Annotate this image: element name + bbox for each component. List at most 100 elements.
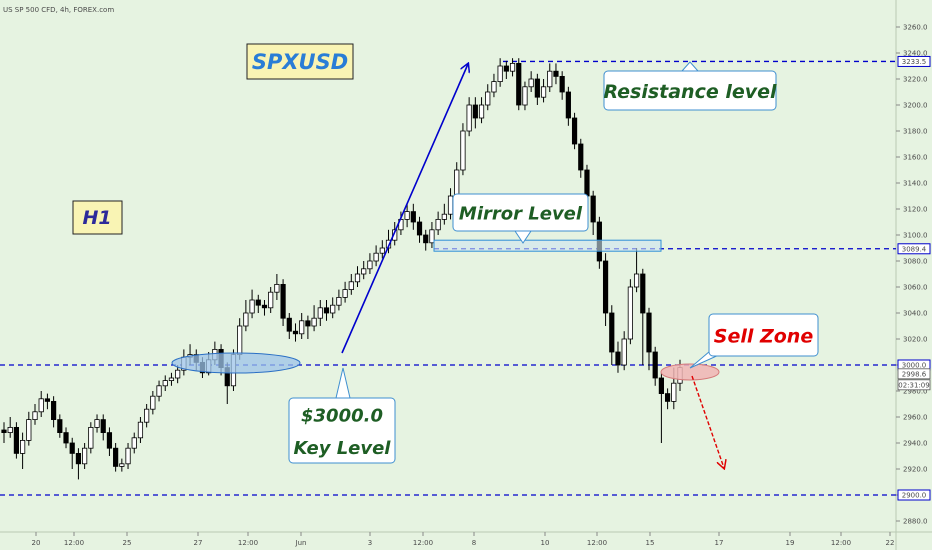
candle-body (367, 260, 373, 270)
candle-body (261, 304, 268, 309)
candle-body (528, 78, 534, 88)
candle-body (491, 81, 497, 93)
y-tick-label: 3040.0 (903, 310, 928, 318)
y-tick-label: 2980.0 (903, 388, 928, 396)
y-tick-label: 2940.0 (903, 440, 928, 448)
title-box (246, 43, 354, 80)
candle-body (51, 400, 57, 420)
candle-body (503, 65, 509, 72)
key-level-callout-box (288, 397, 396, 464)
y-tick-label: 3180.0 (903, 128, 928, 136)
mirror-callout-text: Mirror Level (459, 204, 583, 225)
candle-body (249, 299, 255, 314)
x-tick-label: 15 (646, 539, 655, 547)
candle-body (441, 213, 447, 220)
candle-body (280, 283, 286, 319)
candle-body (311, 317, 317, 327)
y-tick-label: 3100.0 (903, 232, 928, 240)
y-tick-label: 2960.0 (903, 414, 928, 422)
candle-body (243, 312, 249, 327)
candle-body (88, 426, 94, 449)
candle-body (268, 291, 274, 309)
x-tick-label: 8 (472, 539, 476, 547)
key-level-ellipse (171, 352, 301, 374)
candle-body (404, 211, 410, 220)
candle-body (26, 419, 32, 441)
candle-body (590, 195, 596, 223)
title-text: SPXUSD (252, 50, 348, 74)
x-tick-label: 22 (886, 539, 895, 547)
candle-body (106, 432, 113, 449)
candle-body (69, 442, 75, 454)
y-tick-label: 3020.0 (903, 336, 928, 344)
candle-body (82, 447, 88, 465)
price-tag-label: 2998.6 (902, 370, 927, 378)
candle-body (361, 268, 367, 275)
candle-body (410, 211, 416, 223)
candle-body (237, 325, 243, 356)
candle-body (131, 437, 137, 449)
y-tick-label: 2920.0 (903, 466, 928, 474)
candle-body (485, 91, 491, 106)
level-tag (897, 489, 931, 501)
candle-body (75, 452, 82, 465)
y-tick-label: 3120.0 (903, 206, 928, 214)
y-tick-label: 3200.0 (903, 102, 928, 110)
x-tick-label: 3 (368, 539, 372, 547)
x-tick-label: 12:00 (413, 539, 433, 547)
key-level-callout-text: Key Level (294, 438, 392, 459)
chart-symbol-header: US SP 500 CFD, 4h, FOREX.com (3, 6, 114, 14)
candle-body (354, 273, 361, 283)
candle-body (286, 317, 292, 332)
mirror-callout-box (452, 193, 589, 232)
candle-body (317, 307, 323, 319)
candle-body (416, 221, 423, 236)
y-tick-label: 2880.0 (903, 518, 928, 526)
down-arrow (691, 375, 724, 468)
candle-body (20, 439, 26, 454)
resistance-callout-box (603, 70, 777, 111)
candle-body (168, 377, 175, 381)
candle-body (113, 447, 119, 467)
candle-body (627, 286, 633, 340)
candle-body (435, 218, 441, 231)
level-tag-label: 3233.5 (902, 58, 927, 66)
candle-body (478, 104, 485, 119)
level-tag-label: 2900.0 (902, 492, 927, 500)
x-tick-label: 20 (32, 539, 41, 547)
candle-body (63, 432, 69, 444)
candle-body (156, 385, 162, 397)
candle-body (299, 320, 305, 335)
candle-body (144, 408, 150, 423)
candle-body (330, 304, 336, 314)
y-tick-label: 3160.0 (903, 154, 928, 162)
sell-zone-ellipse (660, 363, 720, 381)
x-tick-label: 25 (123, 539, 132, 547)
candle-body (571, 117, 578, 145)
candle-body (652, 351, 658, 379)
y-tick-label: 3060.0 (903, 284, 928, 292)
candle-body (454, 169, 460, 197)
candle-body (392, 229, 398, 241)
candle-body (447, 195, 454, 215)
timeframe-box (72, 200, 123, 235)
x-tick-label: Jun (295, 539, 307, 547)
x-tick-label: 12:00 (587, 539, 607, 547)
candle-body (540, 86, 547, 98)
sell-zone-callout-box (708, 313, 819, 357)
level-tag (897, 55, 931, 67)
candle-body (621, 338, 627, 366)
level-tag-label: 3000.0 (902, 362, 927, 370)
y-tick-label: 3220.0 (903, 76, 928, 84)
candle-body (553, 70, 559, 77)
x-tick-label: 27 (194, 539, 203, 547)
candle-body (671, 382, 677, 402)
price-tag (897, 368, 931, 380)
timer-tag-label: 02:31:09 (898, 381, 929, 389)
resistance-callout-text: Resistance level (603, 81, 777, 103)
candle-body (38, 398, 44, 413)
candle-body (578, 143, 584, 171)
candle-body (646, 312, 652, 353)
candle-body (497, 65, 503, 82)
